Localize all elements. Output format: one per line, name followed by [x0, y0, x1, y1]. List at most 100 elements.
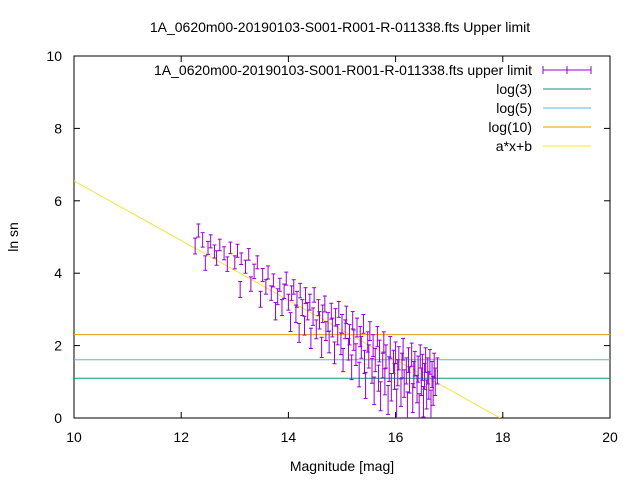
data-point — [372, 376, 377, 406]
data-point — [421, 386, 426, 418]
legend-label: log(10) — [488, 119, 532, 135]
data-point — [238, 281, 243, 298]
data-point — [246, 248, 251, 261]
data-point — [314, 319, 319, 340]
data-point — [435, 357, 440, 385]
data-point — [193, 237, 198, 255]
data-point — [212, 244, 217, 259]
data-point — [303, 287, 308, 305]
data-point — [248, 276, 253, 292]
data-point — [308, 327, 313, 349]
data-point — [366, 344, 371, 369]
data-point — [381, 331, 386, 353]
data-point — [363, 371, 368, 399]
data-point — [317, 311, 322, 330]
y-tick-label: 10 — [46, 48, 62, 64]
x-tick-label: 14 — [281, 429, 297, 445]
data-point — [286, 293, 291, 311]
data-point — [335, 324, 340, 346]
data-point — [428, 389, 433, 418]
data-point — [271, 273, 276, 288]
data-point — [382, 368, 387, 396]
data-point — [284, 271, 289, 286]
data-point — [367, 321, 372, 342]
data-point — [273, 302, 278, 321]
data-point — [402, 369, 407, 398]
data-point — [407, 366, 412, 394]
legend-entry: log(3) — [496, 81, 591, 97]
legend-label: a*x+b — [496, 138, 532, 154]
data-point — [420, 353, 425, 381]
data-point — [266, 265, 271, 280]
x-tick-label: 18 — [495, 429, 511, 445]
data-point — [336, 300, 341, 318]
x-axis: 10 12 14 16 18 20 — [66, 56, 618, 445]
data-point — [289, 285, 294, 301]
data-point — [263, 279, 268, 295]
data-point — [217, 238, 222, 252]
data-point — [338, 332, 343, 356]
x-tick-label: 10 — [66, 429, 82, 445]
data-point — [228, 241, 233, 255]
data-point — [409, 342, 414, 367]
data-point — [252, 263, 257, 280]
data-point — [380, 352, 385, 379]
legend-entry: log(5) — [496, 100, 591, 116]
data-point — [329, 302, 334, 320]
data-point — [282, 283, 287, 300]
chart-title: 1A_0620m00-20190103-S001-R001-R-011338.f… — [150, 19, 530, 35]
data-point — [416, 355, 421, 383]
data-point — [327, 330, 332, 354]
data-point — [206, 240, 210, 255]
data-point — [370, 358, 375, 384]
data-point — [353, 343, 358, 367]
data-point — [291, 279, 296, 295]
data-point — [243, 259, 248, 274]
data-point — [427, 349, 432, 375]
data-point — [383, 344, 388, 369]
data-point — [386, 384, 391, 415]
data-point — [311, 307, 316, 326]
data-point — [350, 311, 355, 330]
data-point — [312, 287, 317, 303]
data-point — [388, 336, 393, 359]
data-point — [405, 391, 410, 418]
data-point — [200, 232, 205, 248]
data-point — [351, 329, 356, 351]
y-tick-label: 8 — [54, 120, 62, 136]
legend-label: log(3) — [496, 81, 532, 97]
y-tick-label: 2 — [54, 338, 62, 354]
data-point — [333, 308, 338, 327]
data-point — [208, 234, 213, 249]
x-axis-label: Magnitude [mag] — [290, 458, 394, 474]
data-point — [277, 277, 282, 292]
data-point — [320, 304, 325, 323]
data-point — [361, 313, 366, 334]
plot-area — [73, 55, 611, 419]
data-point — [232, 255, 237, 270]
data-point — [305, 302, 310, 321]
data-point — [239, 252, 244, 266]
data-point — [344, 305, 349, 325]
data-point — [359, 336, 364, 359]
data-point — [275, 288, 280, 306]
y-axis-label: ln sn — [5, 222, 21, 252]
data-point — [357, 361, 362, 388]
data-point — [294, 290, 299, 308]
data-point — [394, 388, 399, 418]
data-point — [412, 350, 417, 377]
y-tick-label: 4 — [54, 265, 62, 281]
data-point — [196, 223, 201, 238]
data-point — [376, 364, 381, 392]
data-point — [258, 290, 263, 308]
y-axis: 0 2 4 6 8 10 — [46, 48, 610, 426]
data-point — [322, 295, 327, 313]
data-point — [323, 321, 328, 342]
data-point — [222, 246, 227, 261]
data-point — [417, 393, 422, 418]
data-point — [319, 336, 324, 359]
data-point — [398, 378, 403, 407]
data-point — [341, 347, 346, 373]
data-point — [255, 255, 260, 270]
